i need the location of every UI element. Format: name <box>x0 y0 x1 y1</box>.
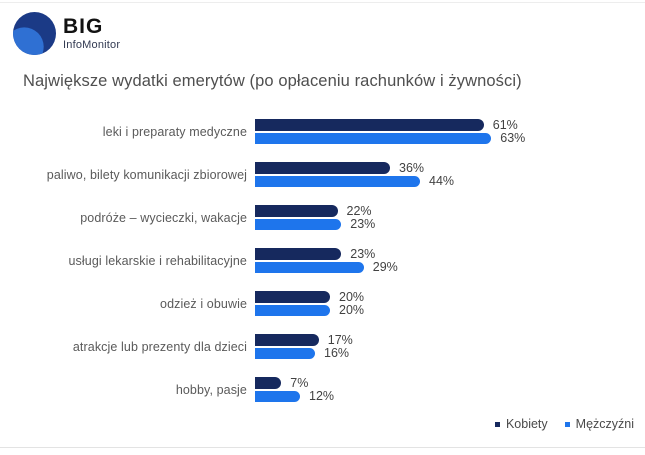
category-label: odzież i obuwie <box>160 296 247 311</box>
value-label-mezczyzni: 63% <box>500 131 526 146</box>
value-label-kobiety: 61% <box>492 117 518 132</box>
chart-row: podróże – wycieczki, wakacje 22% 23% <box>0 203 645 232</box>
bar-group: 20% 20% <box>255 289 365 318</box>
bar-mezczyzni <box>255 304 330 316</box>
logo-subtitle: InfoMonitor <box>63 39 121 51</box>
kobiety-swatch-icon <box>494 421 500 427</box>
bar-group: 7% 12% <box>255 375 335 404</box>
bar-line-kobiety: 23% <box>255 246 398 261</box>
category-label: hobby, pasje <box>175 382 247 397</box>
bar-mezczyzni <box>255 390 300 402</box>
value-label-mezczyzni: 23% <box>350 217 376 232</box>
chart-row: usługi lekarskie i rehabilitacyjne 23% 2… <box>0 246 645 275</box>
bar-line-mezczyzni: 29% <box>255 260 398 275</box>
bar-line-kobiety: 20% <box>255 289 365 304</box>
logo-globe-icon <box>13 12 56 55</box>
category-label: podróże – wycieczki, wakacje <box>80 210 247 225</box>
value-label-mezczyzni: 20% <box>339 303 365 318</box>
bar-kobiety <box>255 248 342 260</box>
bar-kobiety <box>255 162 390 174</box>
category-label: leki i preparaty medyczne <box>102 124 247 139</box>
value-label-mezczyzni: 16% <box>324 346 350 361</box>
bar-group: 17% 16% <box>255 332 353 361</box>
value-label-kobiety: 7% <box>290 375 309 390</box>
bar-kobiety <box>255 334 319 346</box>
chart-row: atrakcje lub prezenty dla dzieci 17% 16% <box>0 332 645 361</box>
category-label: paliwo, bilety komunikacji zbiorowej <box>46 167 247 182</box>
legend-item-kobiety: Kobiety <box>494 417 548 431</box>
grouped-bar-chart: leki i preparaty medyczne 61% 63% paliwo… <box>0 117 645 420</box>
legend: Kobiety Mężczyźni <box>494 417 634 431</box>
category-label: usługi lekarskie i rehabilitacyjne <box>68 253 247 268</box>
logo-text: BIG InfoMonitor <box>63 15 121 52</box>
bar-line-kobiety: 17% <box>255 332 353 347</box>
bar-line-mezczyzni: 16% <box>255 346 353 361</box>
bar-mezczyzni <box>255 132 492 144</box>
bar-kobiety <box>255 291 330 303</box>
bar-kobiety <box>255 119 484 131</box>
bar-kobiety <box>255 205 338 217</box>
bar-line-mezczyzni: 44% <box>255 174 455 189</box>
bar-line-mezczyzni: 63% <box>255 131 526 146</box>
value-label-mezczyzni: 29% <box>372 260 398 275</box>
bar-mezczyzni <box>255 347 315 359</box>
chart-row: paliwo, bilety komunikacji zbiorowej 36%… <box>0 160 645 189</box>
legend-label-mezczyzni: Mężczyźni <box>575 417 634 431</box>
bar-mezczyzni <box>255 218 342 230</box>
bar-kobiety <box>255 377 282 389</box>
legend-item-mezczyzni: Mężczyźni <box>564 417 634 431</box>
big-infomonitor-logo: BIG InfoMonitor <box>13 12 120 55</box>
chart-row: leki i preparaty medyczne 61% 63% <box>0 117 645 146</box>
value-label-kobiety: 36% <box>399 160 425 175</box>
value-label-kobiety: 20% <box>339 289 365 304</box>
bar-line-kobiety: 22% <box>255 203 375 218</box>
bottom-divider <box>0 447 645 448</box>
bar-mezczyzni <box>255 261 364 273</box>
category-label: atrakcje lub prezenty dla dzieci <box>72 339 247 354</box>
value-label-kobiety: 17% <box>327 332 353 347</box>
chart-row: hobby, pasje 7% 12% <box>0 375 645 404</box>
mezczyzni-swatch-icon <box>564 421 570 427</box>
bar-line-kobiety: 36% <box>255 160 454 175</box>
bar-group: 22% 23% <box>255 203 376 232</box>
bar-group: 61% 63% <box>255 117 526 146</box>
legend-label-kobiety: Kobiety <box>505 417 548 431</box>
value-label-kobiety: 23% <box>350 246 376 261</box>
chart-row: odzież i obuwie 20% 20% <box>0 289 645 318</box>
bar-group: 36% 44% <box>255 160 455 189</box>
value-label-mezczyzni: 44% <box>429 174 455 189</box>
bar-line-kobiety: 7% <box>255 375 334 390</box>
bar-line-mezczyzni: 20% <box>255 303 365 318</box>
top-divider <box>0 2 645 3</box>
value-label-mezczyzni: 12% <box>309 389 335 404</box>
bar-mezczyzni <box>255 175 420 187</box>
bar-group: 23% 29% <box>255 246 398 275</box>
value-label-kobiety: 22% <box>346 203 372 218</box>
chart-title: Największe wydatki emerytów (po opłaceni… <box>23 72 522 90</box>
logo-name: BIG <box>63 15 104 38</box>
bar-line-mezczyzni: 12% <box>255 389 335 404</box>
bar-line-mezczyzni: 23% <box>255 217 376 232</box>
bar-line-kobiety: 61% <box>255 117 525 132</box>
